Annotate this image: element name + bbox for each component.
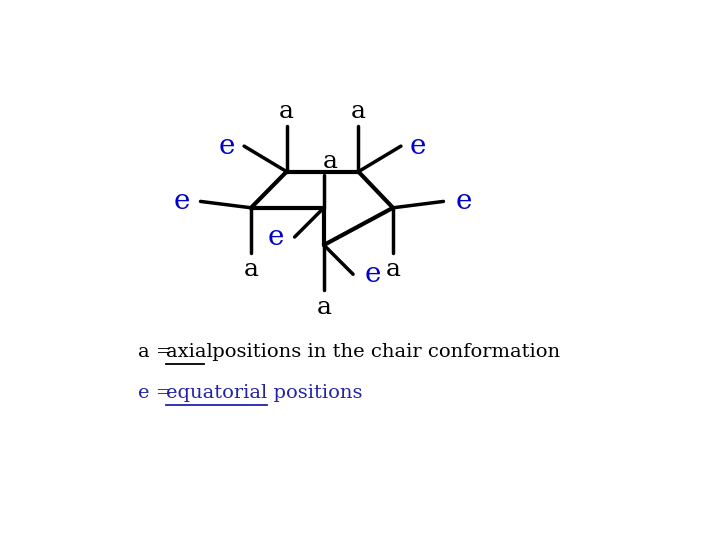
Text: a: a: [351, 100, 366, 123]
Text: e =: e =: [138, 384, 179, 402]
Text: e: e: [219, 133, 235, 160]
Text: axial: axial: [166, 343, 212, 361]
Text: e: e: [174, 188, 190, 215]
Text: a: a: [316, 296, 331, 319]
Text: a: a: [385, 259, 400, 281]
Text: positions in the chair conformation: positions in the chair conformation: [206, 343, 560, 361]
Text: e: e: [410, 133, 426, 160]
Text: a =: a =: [138, 343, 179, 361]
Text: e: e: [365, 261, 382, 288]
Text: a: a: [243, 259, 258, 281]
Text: e: e: [268, 224, 284, 251]
Text: a: a: [279, 100, 294, 123]
Text: equatorial positions: equatorial positions: [166, 384, 362, 402]
Text: a: a: [323, 150, 338, 172]
Text: e: e: [456, 188, 472, 215]
